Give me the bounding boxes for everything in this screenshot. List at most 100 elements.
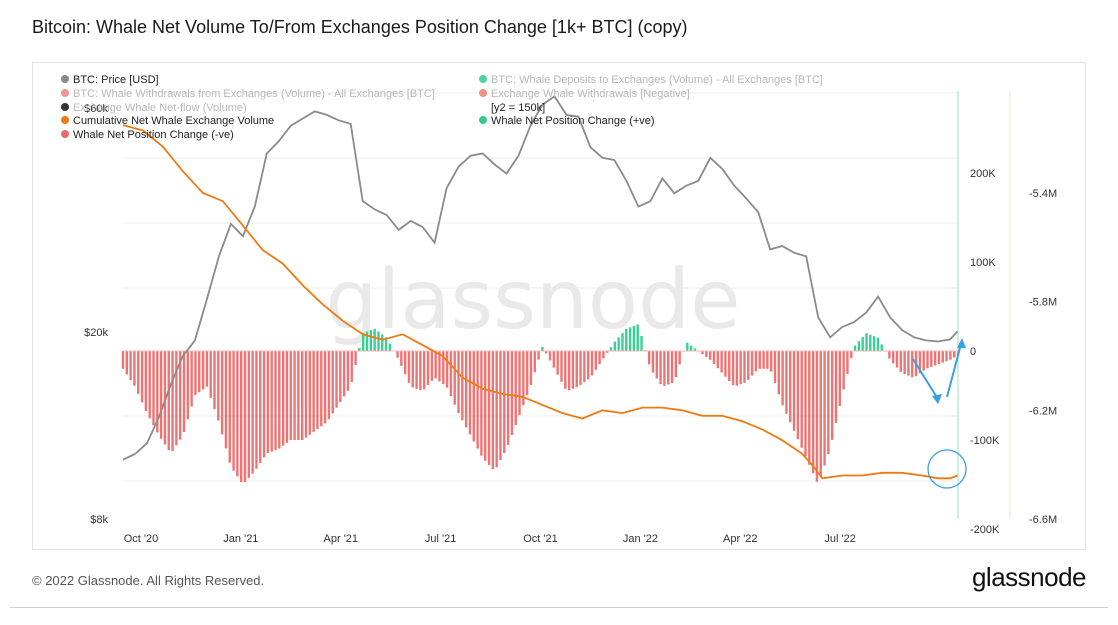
bar-positive [609,347,613,351]
bar-negative [198,351,201,393]
bar-negative [182,351,186,432]
bar-negative [186,351,190,420]
bar-positive [876,337,880,351]
bar-positive [381,334,384,351]
bar-negative [323,351,327,424]
bar-positive [617,337,620,351]
bar-negative [724,351,727,377]
legend-item: BTC: Price [USD] [61,74,159,86]
bar-negative [396,351,399,358]
position-tick-label: 200K [970,168,996,180]
x-tick-label: Oct '20 [124,533,159,545]
bar-negative [888,351,891,359]
bar-negative [259,351,262,464]
bar-positive [865,333,868,351]
position-tick-label: 0 [970,346,976,358]
cumulative-line [122,124,959,480]
cumulative-tick-label: -6.2M [1029,405,1057,417]
bar-positive [686,342,689,351]
legend-label: [y2 = 150k] [491,102,545,114]
bar-negative [213,351,216,410]
bar-negative [205,351,209,387]
bar-negative [415,351,418,389]
bar-negative [579,351,582,386]
bar-negative [461,351,464,421]
bar-negative [899,351,903,372]
legend-label: Exchange Whale Net-flow (Volume) [73,102,247,114]
bar-negative [571,351,575,389]
bar-negative [312,351,315,432]
bar-negative [583,351,586,383]
bar-negative [224,351,228,449]
watermark-text: glassnode [325,253,740,348]
x-tick-label: Jan '21 [223,533,258,545]
bar-negative [533,351,536,373]
bar-negative [552,351,556,368]
bar-negative [217,351,220,421]
bar-negative [121,351,125,369]
bar-negative [453,351,456,405]
bar-negative [148,351,151,419]
bar-negative [270,351,273,452]
bar-negative [670,351,674,384]
bar-negative [949,351,952,360]
position-tick-label: -100K [970,435,1000,447]
annotation-arrowhead-down [932,394,942,404]
bar-negative [907,351,910,376]
legend-marker [61,89,69,97]
legend-label: Whale Net Position Change (+ve) [491,115,655,127]
bar-negative [495,351,498,468]
bar-negative [945,351,948,362]
bar-positive [384,337,388,351]
bar-negative [647,351,651,365]
bar-negative [491,351,495,470]
bar-negative [503,351,506,454]
bar-negative [156,351,159,433]
bar-negative [800,351,803,448]
bar-negative [918,351,922,374]
legend-item: Cumulative Net Whale Exchange Volume [61,115,274,127]
bar-positive [861,337,864,351]
bar-negative [175,351,178,446]
bar-negative [228,351,231,463]
legend-marker [61,75,69,83]
bar-negative [930,351,933,367]
bar-negative [754,351,758,372]
bar-negative [423,351,426,390]
bar-negative [346,351,350,391]
legend-label: Cumulative Net Whale Exchange Volume [73,115,274,127]
bar-negative [758,351,761,369]
bar-negative [140,351,144,403]
bar-negative [220,351,224,435]
bar-positive [857,341,861,351]
bar-negative [823,351,826,466]
bar-negative [567,351,571,391]
bar-negative [667,351,670,385]
copyright-text: © 2022 Glassnode. All Rights Reserved. [32,573,265,588]
bar-negative [449,351,453,397]
bar-negative [911,351,914,378]
bar-negative [891,351,895,364]
bar-positive [853,345,857,351]
bar-negative [289,351,292,441]
bar-negative [941,351,944,363]
bar-positive [640,336,643,351]
annotation-arrow-down [912,358,939,400]
bar-negative [159,351,163,439]
bar-positive [377,331,380,351]
legend-item: Whale Net Position Change (-ve) [61,129,234,141]
bar-negative [789,351,792,423]
bar-negative [560,351,563,382]
bar-negative [354,351,357,365]
bar-negative [895,351,899,368]
bar-negative [293,351,296,440]
bar-positive [869,334,872,351]
bar-negative [251,351,254,474]
bar-negative [743,351,746,383]
chart-frame: glassnode Oct '20 Jan '21 Apr '21 Jul '21 Oct… [32,62,1086,550]
bar-positive [613,341,617,351]
bar-negative [514,351,517,426]
bar-negative [838,351,842,406]
bar-negative [236,351,239,477]
bar-negative [548,351,552,361]
